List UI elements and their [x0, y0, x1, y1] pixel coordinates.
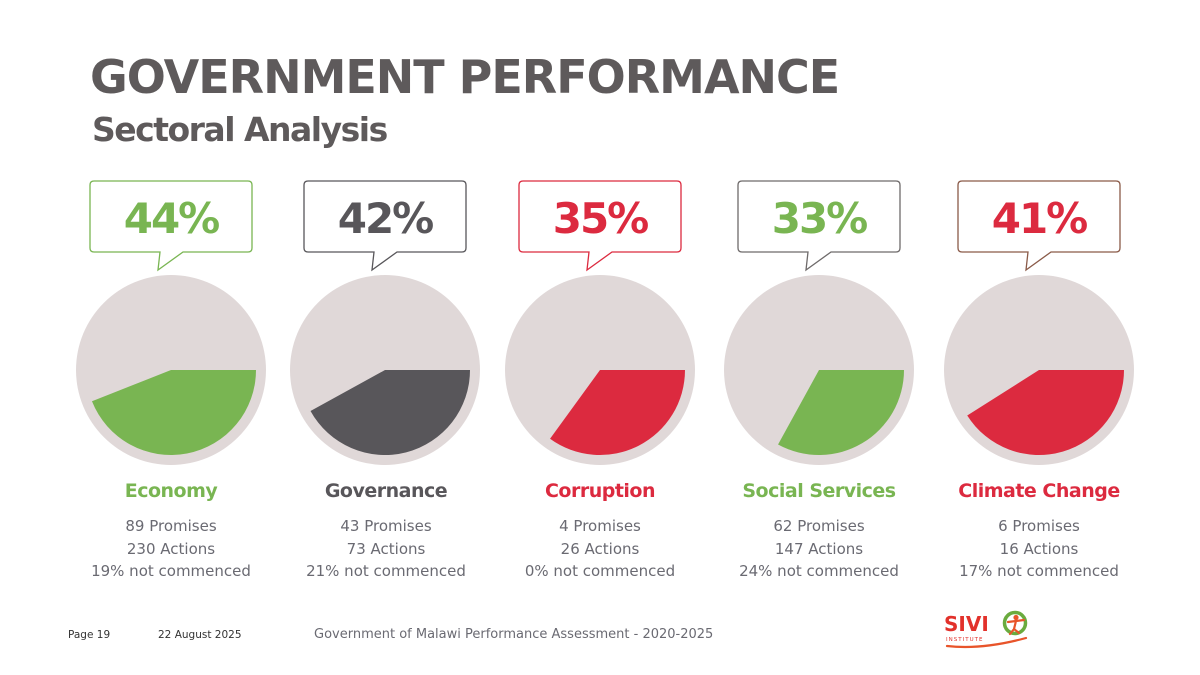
- sector-social-services: Social Services 62 Promises 147 Actions …: [704, 480, 934, 583]
- logo-subtext: INSTITUTE: [946, 637, 983, 643]
- sector-actions: 16 Actions: [999, 539, 1079, 558]
- logo-figure-head: [1013, 614, 1019, 621]
- sector-name: Governance: [324, 480, 448, 502]
- sector-name: Social Services: [742, 480, 896, 502]
- sector-not-commenced: 24% not commenced: [739, 562, 899, 580]
- sector-economy: Economy 89 Promises 230 Actions 19% not …: [56, 480, 286, 583]
- sector-governance: Governance 43 Promises 73 Actions 21% no…: [271, 480, 501, 583]
- sector-promises: 89 Promises: [125, 517, 217, 535]
- sector-not-commenced: 19% not commenced: [91, 562, 251, 580]
- value-callout: [303, 180, 467, 272]
- sector-actions: 26 Actions: [560, 539, 640, 558]
- value-callout: [957, 180, 1121, 272]
- sector-climate-change: Climate Change 6 Promises 16 Actions 17%…: [924, 480, 1154, 583]
- value-callout: [737, 180, 901, 272]
- sector-actions: 147 Actions: [774, 539, 864, 558]
- logo-swoosh: [945, 636, 1028, 649]
- sector-name: Climate Change: [958, 480, 1120, 502]
- sector-actions: 230 Actions: [126, 539, 216, 558]
- value-label: 44%: [124, 194, 219, 243]
- value-callout: [518, 180, 682, 272]
- sector-name: Corruption: [544, 480, 656, 502]
- sector-corruption: Corruption 4 Promises 26 Actions 0% not …: [485, 480, 715, 583]
- value-callout: [89, 180, 253, 272]
- value-label: 33%: [772, 194, 867, 243]
- pie-slice-economy: [91, 370, 256, 455]
- footer-page-number: Page 19: [68, 629, 111, 641]
- logo-text: SIVI: [944, 612, 989, 636]
- pie-slice-governance: [310, 370, 470, 456]
- page-title: GOVERNMENT PERFORMANCE: [90, 50, 840, 104]
- sector-promises: 4 Promises: [559, 517, 641, 535]
- sector-promises: 62 Promises: [773, 517, 865, 535]
- sector-promises: 6 Promises: [998, 517, 1080, 535]
- pie-slice-corruption: [550, 370, 686, 456]
- value-label: 35%: [553, 194, 648, 243]
- footer-date: 22 August 2025: [158, 629, 242, 641]
- sector-not-commenced: 21% not commenced: [306, 562, 466, 580]
- pie-slice-climate-change: [967, 370, 1124, 456]
- footer-document-title: Government of Malawi Performance Assessm…: [314, 627, 714, 642]
- sector-actions: 73 Actions: [346, 539, 426, 558]
- page-subtitle: Sectoral Analysis: [92, 110, 388, 149]
- logo-ring: [1002, 610, 1028, 636]
- sector-not-commenced: 17% not commenced: [959, 562, 1119, 580]
- value-label: 42%: [338, 194, 433, 243]
- sector-promises: 43 Promises: [340, 517, 432, 535]
- value-label: 41%: [992, 194, 1087, 243]
- sivio-logo-icon: SIVI INSTITUTE: [944, 610, 1028, 649]
- sector-name: Economy: [124, 480, 218, 502]
- pie-slice-social-services: [778, 370, 904, 456]
- logo-figure-body: [1006, 618, 1026, 636]
- sector-not-commenced: 0% not commenced: [524, 562, 676, 580]
